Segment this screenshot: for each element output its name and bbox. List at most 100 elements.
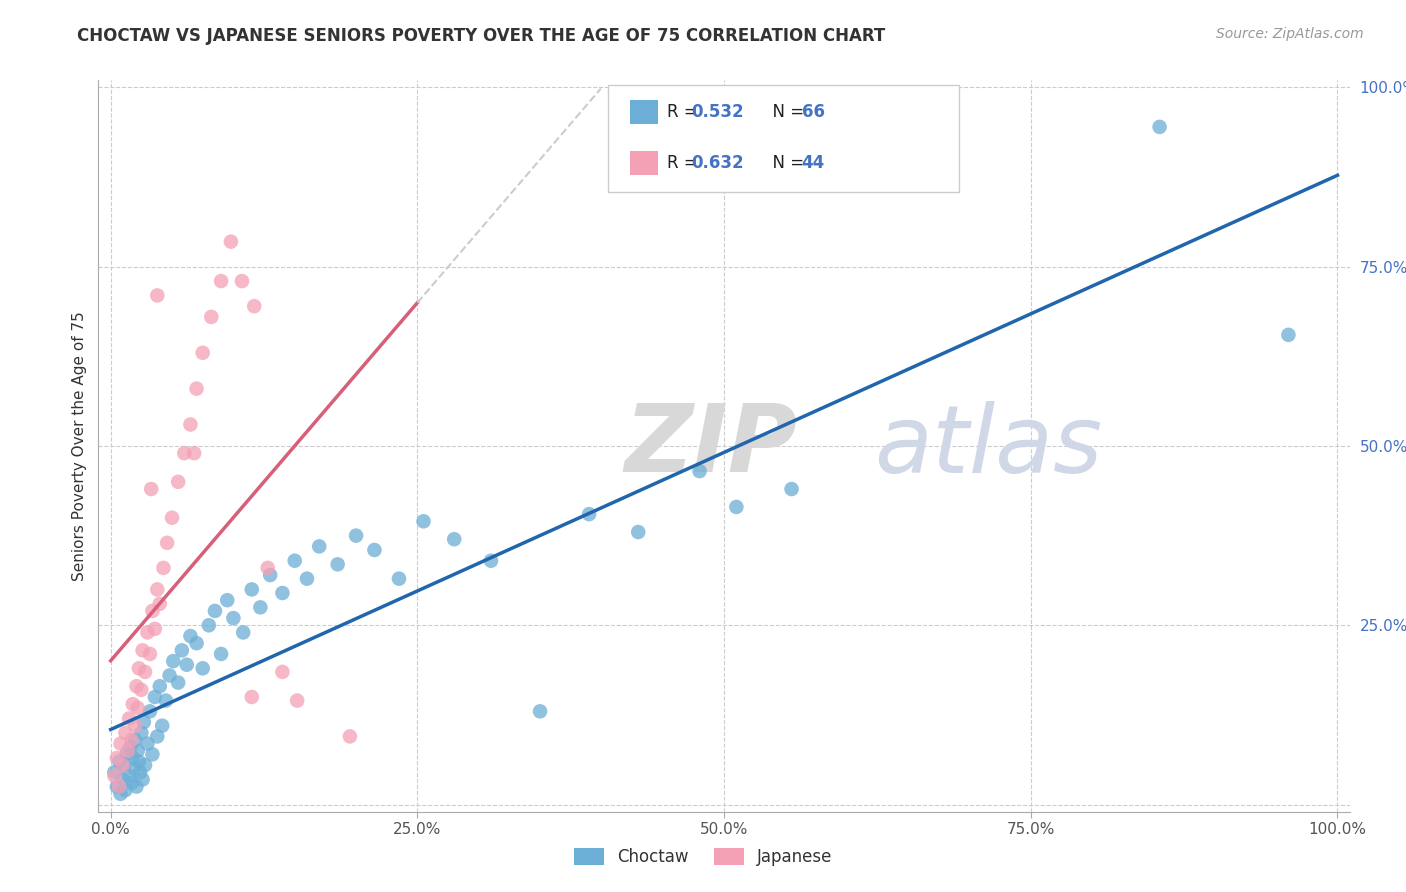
Point <box>529 704 551 718</box>
Point <box>388 572 411 586</box>
Point <box>108 780 131 794</box>
Point <box>125 679 148 693</box>
Point <box>124 733 146 747</box>
Point <box>285 693 308 707</box>
Point <box>179 629 201 643</box>
Point <box>131 772 153 787</box>
Text: R =: R = <box>666 103 703 120</box>
Point <box>209 274 232 288</box>
Point <box>176 657 198 672</box>
Point <box>217 593 239 607</box>
Point <box>222 611 245 625</box>
Point <box>295 572 318 586</box>
Point <box>1149 120 1171 134</box>
Point <box>152 561 174 575</box>
Text: 0.632: 0.632 <box>692 154 744 172</box>
Point <box>121 751 143 765</box>
Point <box>139 704 162 718</box>
Text: 66: 66 <box>801 103 825 120</box>
Point <box>204 604 226 618</box>
Point <box>479 554 502 568</box>
Point <box>150 719 173 733</box>
Point <box>149 679 172 693</box>
Point <box>339 730 361 744</box>
Point <box>240 690 263 704</box>
Point <box>186 382 208 396</box>
Point <box>200 310 222 324</box>
Text: 0.532: 0.532 <box>692 103 744 120</box>
Point <box>134 665 156 679</box>
Point <box>131 726 153 740</box>
Point <box>198 618 221 632</box>
Point <box>122 762 145 776</box>
Point <box>127 700 149 714</box>
Point <box>271 665 294 679</box>
Point <box>167 675 190 690</box>
Point <box>132 715 155 730</box>
Point <box>191 345 214 359</box>
Point <box>627 524 650 539</box>
Point <box>159 668 181 682</box>
Point <box>136 625 159 640</box>
Point <box>155 693 177 707</box>
Point <box>308 540 330 554</box>
Point <box>129 765 152 780</box>
Point <box>162 654 184 668</box>
Point <box>271 586 294 600</box>
Point <box>249 600 271 615</box>
Point <box>725 500 748 514</box>
FancyBboxPatch shape <box>630 152 658 176</box>
Point <box>131 682 153 697</box>
Point <box>173 446 195 460</box>
Text: Source: ZipAtlas.com: Source: ZipAtlas.com <box>1216 27 1364 41</box>
Legend: Choctaw, Japanese: Choctaw, Japanese <box>567 841 839 873</box>
Point <box>179 417 201 432</box>
Point <box>219 235 242 249</box>
Point <box>141 747 163 762</box>
Point <box>111 758 134 772</box>
Point <box>127 744 149 758</box>
Point <box>124 719 146 733</box>
Point <box>149 597 172 611</box>
FancyBboxPatch shape <box>630 100 658 124</box>
Point <box>412 514 434 528</box>
Point <box>118 769 141 783</box>
Point <box>118 711 141 725</box>
Point <box>121 733 143 747</box>
Text: CHOCTAW VS JAPANESE SENIORS POVERTY OVER THE AGE OF 75 CORRELATION CHART: CHOCTAW VS JAPANESE SENIORS POVERTY OVER… <box>77 27 886 45</box>
Point <box>112 758 135 772</box>
Point <box>105 751 128 765</box>
Point <box>143 690 166 704</box>
Point <box>120 740 142 755</box>
Point <box>114 726 136 740</box>
Point <box>121 776 143 790</box>
Point <box>443 533 465 547</box>
Point <box>110 737 132 751</box>
Point <box>326 558 349 572</box>
Point <box>191 661 214 675</box>
Text: N =: N = <box>762 103 808 120</box>
Point <box>183 446 205 460</box>
Point <box>103 769 125 783</box>
Point <box>139 647 162 661</box>
Point <box>108 755 131 769</box>
Point <box>114 783 136 797</box>
Point <box>170 643 193 657</box>
Point <box>231 274 253 288</box>
Point <box>105 780 128 794</box>
Point <box>243 299 266 313</box>
Point <box>146 288 169 302</box>
Text: R =: R = <box>666 154 703 172</box>
FancyBboxPatch shape <box>607 86 959 192</box>
Point <box>146 582 169 597</box>
Point <box>689 464 711 478</box>
Point <box>160 510 183 524</box>
Point <box>578 507 600 521</box>
Point <box>111 772 134 787</box>
Point <box>259 568 281 582</box>
Text: 44: 44 <box>801 154 825 172</box>
Point <box>117 744 139 758</box>
Point <box>146 730 169 744</box>
Y-axis label: Seniors Poverty Over the Age of 75: Seniors Poverty Over the Age of 75 <box>72 311 87 581</box>
Point <box>128 755 150 769</box>
